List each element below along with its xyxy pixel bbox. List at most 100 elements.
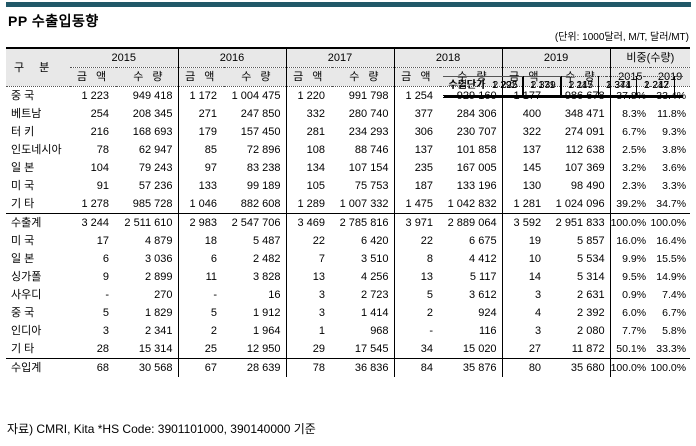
amount-cell: 332 — [285, 105, 333, 123]
amount-cell: - — [393, 322, 441, 340]
unit-note: (단위: 1000달러, M/T, 달러/MT) — [554, 32, 689, 43]
quantity-cell: 1 004 475 — [231, 90, 281, 102]
amount-cell: 2 — [393, 304, 441, 322]
amount-cell: 68 — [70, 358, 116, 377]
quantity-cell: 72 896 — [246, 144, 281, 156]
quantity-cell: 99 189 — [246, 180, 281, 192]
quantity-cell: 2 341 — [606, 76, 637, 97]
quantity-cell: 157 450 — [240, 126, 281, 138]
import-total-row: 수입계 68 30 568 67 28 639 78 36 836 84 35 876 80 35 … — [6, 358, 691, 377]
quantity-cell: 6 420 — [361, 235, 389, 247]
col-header-year-2015: 2015 — [70, 47, 179, 68]
quantity-cell: 62 947 — [138, 144, 173, 156]
amount-cell: 3 — [501, 322, 549, 340]
amount-cell: 137 — [393, 141, 441, 159]
quantity-cell: 75 753 — [354, 180, 389, 192]
share-2015-cell: 0.9% — [609, 286, 651, 304]
amount-cell: 3 244 — [70, 213, 116, 232]
amount-cell: 85 — [177, 141, 225, 159]
quantity-cell: 83 238 — [246, 162, 281, 174]
amount-cell: 19 — [501, 232, 549, 250]
col-header-quantity: 수 량 — [224, 67, 287, 87]
amount-cell: 108 — [285, 141, 333, 159]
amount-cell: 105 — [285, 177, 333, 195]
pp-trade-table: 구 분 2015 2016 2017 2018 2019 비중(수량) 금 액 … — [6, 47, 691, 377]
table-row: 기 타 28 15 314 25 12 950 29 17 545 34 15 020 27 11 … — [6, 340, 690, 359]
amount-cell: 17 — [96, 235, 109, 247]
quantity-cell: 2 341 — [144, 325, 173, 337]
amount-cell — [560, 76, 569, 97]
amount-cell: 1 278 — [81, 198, 109, 210]
row-label: 일 본 — [11, 253, 35, 265]
amount-cell: 91 — [96, 180, 109, 192]
col-header-amount: 금 액 — [285, 67, 333, 87]
amount-cell: 78 — [285, 358, 333, 377]
amount-cell — [485, 76, 493, 97]
quantity-cell: 924 — [478, 307, 497, 319]
amount-cell: 13 — [285, 268, 333, 286]
share-2019-cell: 100.0% — [650, 213, 691, 232]
col-header-year-2018: 2018 — [393, 47, 503, 68]
quantity-cell: 2 392 — [577, 307, 605, 319]
quantity-cell: 3 612 — [469, 289, 497, 301]
share-2019-cell: 33.3% — [656, 343, 687, 355]
quantity-cell: 4 879 — [144, 235, 173, 247]
quantity-cell: 2 080 — [577, 325, 605, 337]
col-header-year-2016: 2016 — [177, 47, 287, 68]
amount-cell: 134 — [285, 159, 333, 177]
quantity-cell: 985 728 — [132, 198, 173, 210]
amount-cell — [522, 76, 531, 97]
row-label: 미 국 — [11, 180, 35, 192]
amount-cell: 4 — [501, 304, 549, 322]
quantity-cell: 167 005 — [456, 162, 497, 174]
quantity-cell: 274 091 — [564, 126, 605, 138]
col-header-year-2017: 2017 — [285, 47, 395, 68]
quantity-cell: 2 547 706 — [224, 213, 287, 232]
share-2019-cell: 14.9% — [656, 271, 687, 283]
amount-cell: 18 — [177, 232, 225, 250]
amount-cell: 34 — [393, 340, 441, 359]
amount-cell: 97 — [177, 159, 225, 177]
share-2019-cell: 6.7% — [662, 307, 687, 319]
amount-cell: 10 — [501, 250, 549, 268]
amount-cell: 5 — [393, 286, 441, 304]
quantity-cell: 234 293 — [348, 126, 389, 138]
amount-cell: 28 — [96, 343, 109, 355]
quantity-cell: 35 876 — [440, 358, 503, 377]
share-2015-cell: 100.0% — [609, 358, 651, 377]
amount-cell: 1 172 — [177, 86, 225, 105]
share-2019-cell: 34.7% — [656, 198, 687, 210]
col-header-amount: 금 액 — [393, 67, 441, 87]
amount-cell: 3 — [285, 286, 333, 304]
table-row: 사우디 -270-16 3 2 723 5 3 612 3 2 631 0.9% 7.4% — [6, 286, 690, 304]
table-row: 싱가폴 9 2 899 11 3 828 13 4 256 13 5 117 14 5 314 9.5… — [6, 268, 690, 286]
amount-cell: 3 469 — [285, 213, 333, 232]
share-2015-cell: 6.7% — [609, 123, 651, 141]
quantity-cell: 168 693 — [132, 126, 173, 138]
quantity-cell: 247 850 — [240, 108, 281, 120]
amount-cell: 1 046 — [177, 195, 225, 214]
quantity-cell: 348 471 — [564, 108, 605, 120]
table-header-sub-row: 금 액 수 량 금 액 수 량 금 액 수 량 금 액 수 량 금 액 수 량 … — [6, 67, 691, 87]
share-2019-cell: 3.3% — [662, 180, 687, 192]
amount-cell — [636, 76, 645, 97]
import-unit-price-row: 수입단가 2 225 2 339 2 117 2 341 2 242 — [443, 76, 684, 97]
quantity-cell: 17 545 — [354, 343, 389, 355]
quantity-cell: 15 020 — [462, 343, 497, 355]
col-header-quantity: 수 량 — [332, 67, 395, 87]
quantity-cell: 1 414 — [361, 307, 389, 319]
amount-cell: 7 — [285, 250, 333, 268]
amount-cell: 3 — [285, 304, 333, 322]
amount-cell: 9 — [102, 271, 109, 283]
quantity-cell: 5 487 — [253, 235, 281, 247]
amount-cell: 3 592 — [501, 213, 549, 232]
col-header-category: 구 분 — [6, 47, 70, 87]
quantity-cell: 1 964 — [253, 325, 281, 337]
amount-cell: 1 223 — [81, 90, 109, 102]
amount-cell: 322 — [501, 123, 549, 141]
quantity-cell: 5 534 — [577, 253, 605, 265]
amount-cell: 271 — [177, 105, 225, 123]
quantity-cell: 2 225 — [492, 76, 524, 97]
quantity-cell: 4 256 — [361, 271, 389, 283]
amount-cell: 78 — [96, 144, 109, 156]
